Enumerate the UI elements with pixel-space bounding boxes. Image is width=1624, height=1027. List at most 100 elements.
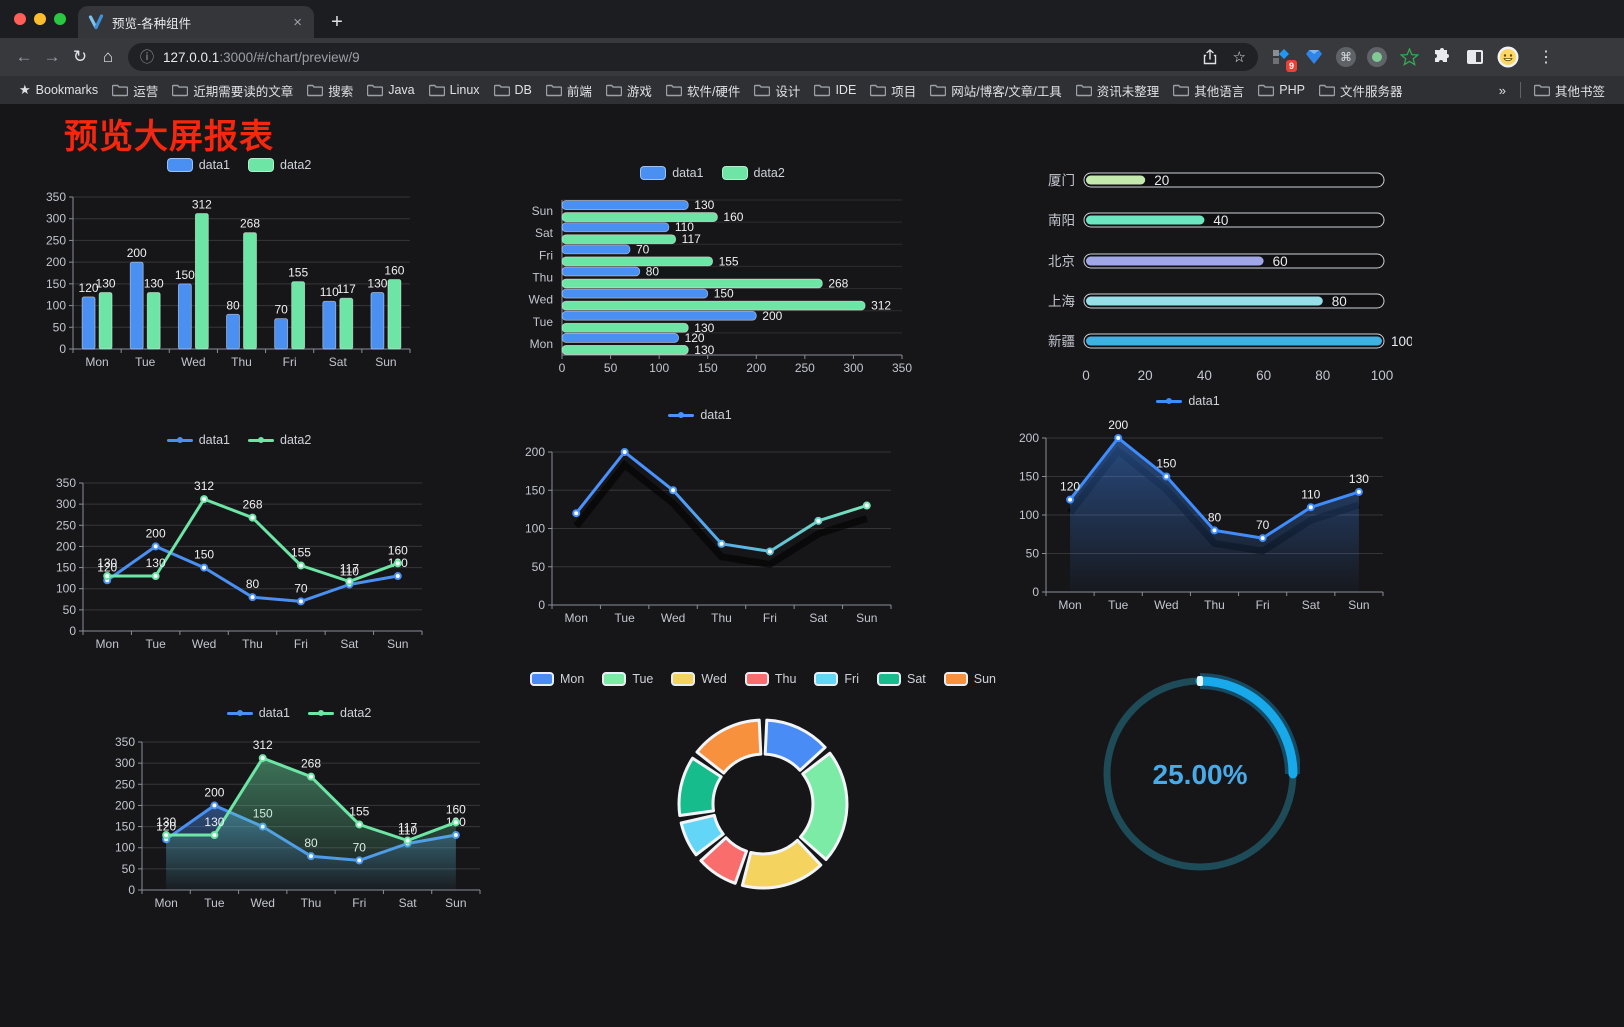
- svg-text:Sun: Sun: [856, 611, 877, 625]
- profile-avatar[interactable]: [1497, 46, 1519, 68]
- bookmark-folder[interactable]: 文件服务器: [1312, 81, 1410, 100]
- svg-text:70: 70: [1256, 518, 1270, 532]
- ext-star-icon[interactable]: [1398, 46, 1420, 68]
- svg-text:Wed: Wed: [661, 611, 685, 625]
- svg-text:100: 100: [1391, 334, 1412, 349]
- bookmark-folder[interactable]: 前端: [539, 81, 599, 100]
- chart-legend: data1 data2: [100, 706, 498, 720]
- svg-text:268: 268: [242, 498, 262, 512]
- bookmark-folder[interactable]: 近期需要读的文章: [165, 81, 300, 100]
- folder-icon: [1533, 84, 1550, 97]
- pie-slice: [763, 718, 827, 772]
- svg-text:Sat: Sat: [535, 226, 554, 240]
- svg-text:50: 50: [122, 862, 136, 876]
- svg-text:160: 160: [446, 802, 466, 816]
- bookmark-folder[interactable]: 设计: [747, 81, 807, 100]
- svg-text:40: 40: [1213, 213, 1228, 228]
- tab-close-icon[interactable]: ×: [293, 13, 302, 31]
- address-bar[interactable]: ⓘ 127.0.0.1 :3000/#/chart/preview/9 ☆: [128, 43, 1258, 71]
- svg-text:150: 150: [714, 287, 734, 301]
- ext-record-icon[interactable]: [1367, 47, 1387, 67]
- bookmark-folder[interactable]: 资讯未整理: [1069, 81, 1167, 100]
- close-window-button[interactable]: [14, 13, 26, 25]
- ext-grid-icon[interactable]: 9: [1270, 46, 1297, 72]
- minimize-window-button[interactable]: [34, 13, 46, 25]
- svg-text:200: 200: [746, 361, 766, 375]
- legend-item[interactable]: data2: [308, 706, 371, 720]
- legend-item[interactable]: data1: [1156, 394, 1220, 408]
- forward-icon[interactable]: →: [43, 47, 61, 66]
- bookmark-folder[interactable]: PHP: [1251, 83, 1312, 97]
- bookmark-folder[interactable]: Java: [360, 83, 421, 97]
- svg-text:200: 200: [762, 309, 782, 323]
- bookmark-star-icon[interactable]: ☆: [1232, 49, 1246, 66]
- extensions-puzzle-icon[interactable]: [1431, 46, 1453, 68]
- svg-text:250: 250: [795, 361, 815, 375]
- chart-two-series-area-line: 0 50 100 150 200 250 300 350 Mon Tue Wed Thu Fri Sat S…: [100, 690, 498, 935]
- bookmark-folder[interactable]: IDE: [807, 83, 863, 97]
- svg-text:130: 130: [367, 277, 387, 291]
- bookmark-folder[interactable]: 搜索: [300, 81, 360, 100]
- legend-item[interactable]: Sun: [943, 672, 996, 686]
- new-tab-button[interactable]: +: [331, 10, 343, 33]
- bookmarks-root[interactable]: ★ Bookmarks: [12, 82, 105, 98]
- svg-text:Fri: Fri: [763, 611, 777, 625]
- bookmark-folder[interactable]: 游戏: [599, 81, 659, 100]
- svg-text:110: 110: [320, 285, 339, 299]
- svg-text:Sat: Sat: [399, 896, 418, 910]
- legend-item[interactable]: data1: [640, 166, 704, 180]
- legend-item[interactable]: data1: [668, 408, 732, 422]
- folder-icon: [1173, 84, 1190, 97]
- legend-item[interactable]: Sat: [877, 672, 926, 686]
- maximize-window-button[interactable]: [54, 13, 66, 25]
- svg-text:200: 200: [56, 539, 76, 553]
- ext-gem-icon[interactable]: [1303, 46, 1325, 68]
- svg-text:100: 100: [649, 361, 669, 375]
- bookmark-folder[interactable]: 运营: [105, 81, 165, 100]
- legend-item[interactable]: data2: [248, 158, 311, 172]
- share-icon[interactable]: [1203, 49, 1217, 65]
- browser-menu-kebab-icon[interactable]: ⋮: [1538, 49, 1554, 66]
- svg-text:200: 200: [46, 255, 66, 269]
- bookmark-folder[interactable]: DB: [487, 83, 539, 97]
- other-bookmarks-folder[interactable]: 其他书签: [1527, 81, 1612, 100]
- bookmark-folder[interactable]: 项目: [863, 81, 923, 100]
- bookmark-folder[interactable]: Linux: [422, 83, 487, 97]
- legend-item[interactable]: Thu: [744, 672, 796, 686]
- legend-item[interactable]: data1: [166, 158, 230, 172]
- site-info-icon[interactable]: ⓘ: [140, 49, 154, 65]
- legend-item[interactable]: data2: [248, 433, 311, 447]
- svg-text:300: 300: [56, 497, 76, 511]
- bookmark-folder[interactable]: 网站/博客/文章/工具: [923, 81, 1068, 100]
- bookmark-folder[interactable]: 软件/硬件: [659, 81, 747, 100]
- svg-text:117: 117: [682, 232, 701, 246]
- legend-item[interactable]: Mon: [529, 672, 584, 686]
- reload-icon[interactable]: ↻: [72, 47, 88, 66]
- svg-text:200: 200: [127, 246, 147, 260]
- sidebar-icon[interactable]: [1464, 46, 1486, 68]
- bookmarks-bar: ★ Bookmarks 运营 近期需要读的文章 搜索 Java Linux DB 前端 游戏 软…: [0, 76, 1624, 104]
- chart-gradient-line: 0 50 100 150 200 Mon Tue Wed Thu Fri Sat Sun data1: [500, 396, 900, 636]
- svg-text:Wed: Wed: [250, 896, 274, 910]
- legend-item[interactable]: Tue: [602, 672, 653, 686]
- svg-text:50: 50: [532, 560, 546, 574]
- svg-text:Fri: Fri: [1256, 598, 1270, 612]
- bookmark-label: PHP: [1279, 83, 1305, 97]
- svg-text:268: 268: [301, 757, 321, 771]
- legend-item[interactable]: data1: [226, 706, 290, 720]
- chart-legend: data1 data2: [505, 166, 920, 180]
- svg-text:117: 117: [398, 821, 417, 835]
- ext-cmd-icon[interactable]: ⌘: [1336, 47, 1356, 67]
- bookmarks-overflow-icon[interactable]: »: [1498, 82, 1506, 98]
- legend-item[interactable]: Wed: [671, 672, 727, 686]
- legend-item[interactable]: data1: [166, 433, 230, 447]
- browser-tab[interactable]: 预览-各种组件 ×: [78, 6, 314, 38]
- legend-item[interactable]: Fri: [814, 672, 859, 686]
- legend-item[interactable]: data2: [721, 166, 785, 180]
- folder-icon: [493, 84, 510, 97]
- back-icon[interactable]: ←: [15, 47, 33, 66]
- bookmark-folder[interactable]: 其他语言: [1166, 81, 1251, 100]
- home-icon[interactable]: ⌂: [102, 47, 114, 66]
- svg-text:Fri: Fri: [294, 637, 308, 651]
